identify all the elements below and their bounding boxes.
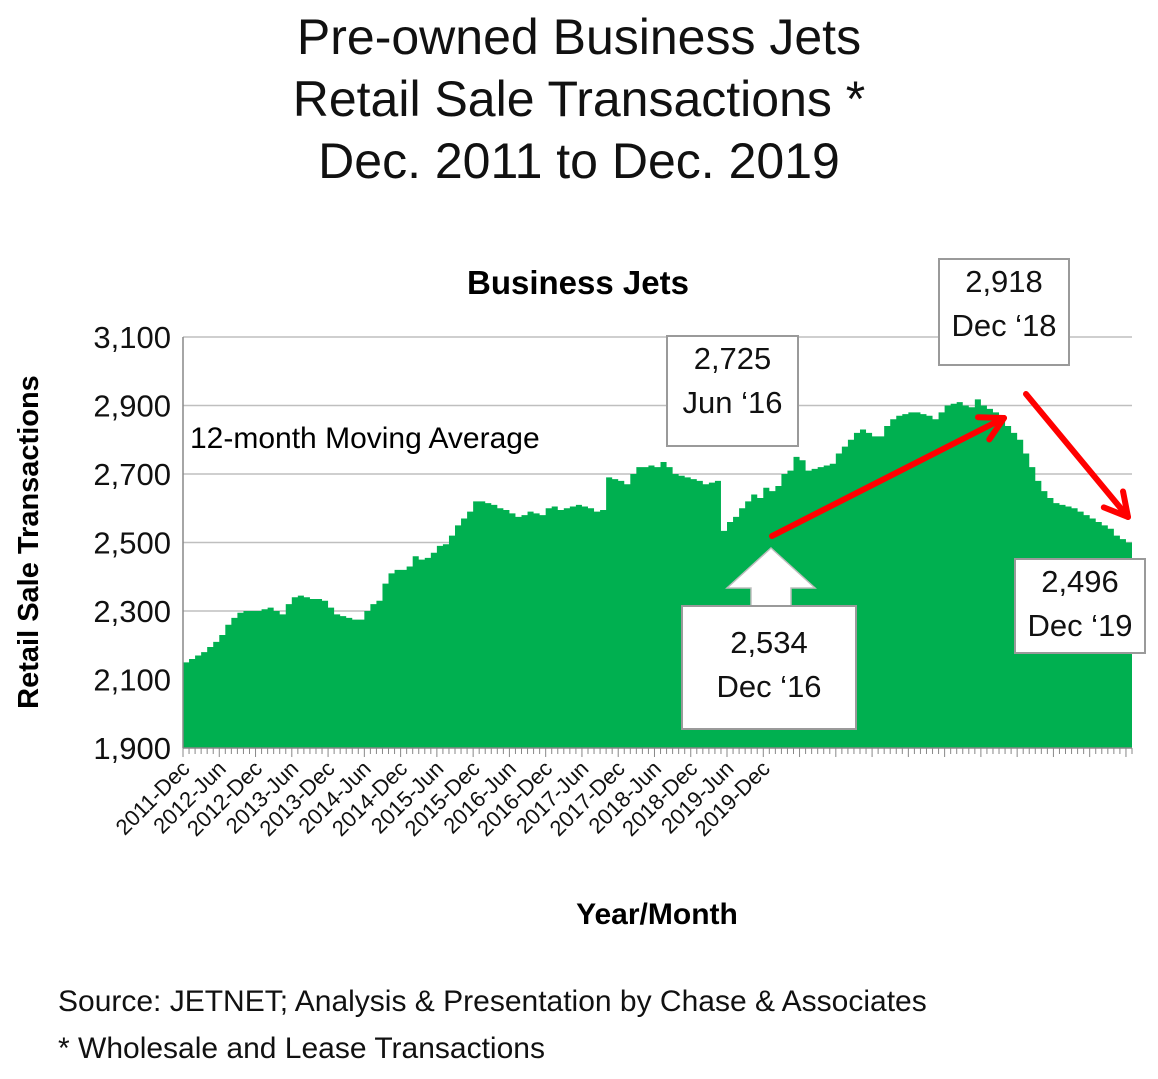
y-tick-label: 1,900 bbox=[93, 731, 171, 766]
callout-dec18: 2,918 Dec ‘18 bbox=[938, 258, 1070, 366]
callout-jun16: 2,725 Jun ‘16 bbox=[666, 335, 799, 447]
callout-dec16: 2,534 Dec ‘16 bbox=[681, 605, 857, 730]
y-axis-label: Retail Sale Transactions bbox=[13, 375, 45, 709]
callout-dec19: 2,496 Dec ‘19 bbox=[1014, 558, 1146, 654]
x-axis-label: Year/Month bbox=[576, 898, 738, 931]
arrow-rise-shaft bbox=[769, 415, 1007, 539]
y-tick-label: 2,300 bbox=[93, 594, 171, 629]
arrow-rise-head bbox=[975, 414, 1007, 443]
main-title-line-2: Retail Sale Transactions * bbox=[292, 71, 866, 127]
callout-jun16-label: Jun ‘16 bbox=[682, 385, 783, 420]
series-area bbox=[183, 399, 1132, 748]
callout-dec18-value: 2,918 bbox=[965, 264, 1043, 299]
callout-jun16-value: 2,725 bbox=[693, 341, 772, 376]
y-tick-label: 2,900 bbox=[93, 389, 171, 424]
arrow-decline-shaft bbox=[1023, 391, 1131, 520]
callout-dec19-label: Dec ‘19 bbox=[1027, 608, 1133, 643]
chart-title: Business Jets bbox=[467, 264, 689, 301]
y-tick-label: 3,100 bbox=[93, 320, 171, 355]
footnote: * Wholesale and Lease Transactions bbox=[58, 1032, 545, 1065]
main-title-line-3: Dec. 2011 to Dec. 2019 bbox=[318, 133, 840, 189]
y-tick-label: 2,700 bbox=[93, 457, 171, 492]
callout-dec16-value: 2,534 bbox=[730, 625, 808, 660]
arrow-decline-head bbox=[1100, 488, 1131, 520]
main-title-line-1: Pre-owned Business Jets bbox=[296, 9, 862, 65]
callout-dec19-value: 2,496 bbox=[1041, 564, 1119, 599]
source-note: Source: JETNET; Analysis & Presentation … bbox=[58, 985, 927, 1018]
callout-dec16-label: Dec ‘16 bbox=[716, 669, 822, 704]
callout-dec18-label: Dec ‘18 bbox=[951, 308, 1057, 343]
y-tick-label: 2,500 bbox=[93, 526, 171, 561]
annotation-moving-average: 12-month Moving Average bbox=[190, 422, 540, 455]
y-tick-label: 2,100 bbox=[93, 663, 171, 698]
main-title: Pre-owned Business Jets Retail Sale Tran… bbox=[0, 6, 1158, 192]
